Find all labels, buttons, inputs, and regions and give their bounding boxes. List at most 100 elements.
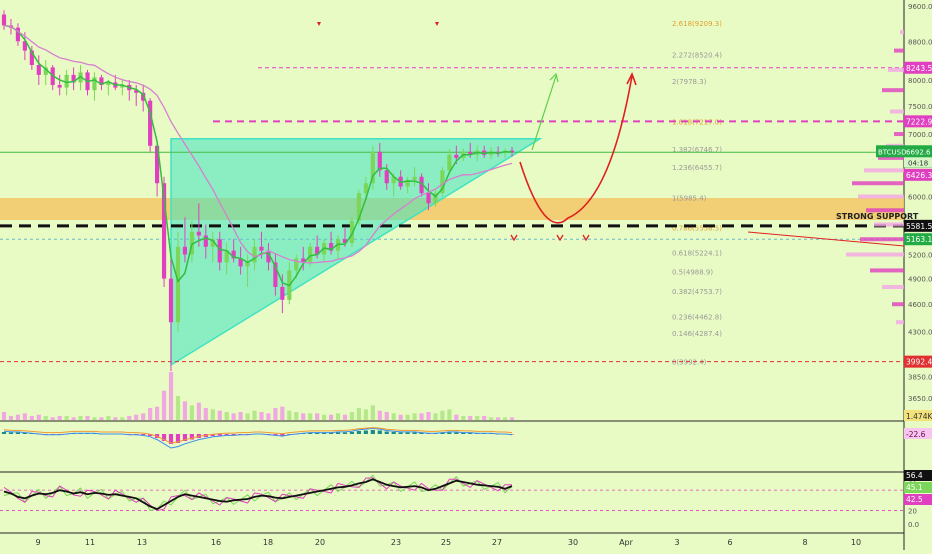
macd-bar-0 — [1, 432, 7, 434]
candle-body-27 — [189, 231, 194, 255]
volume-bar-22 — [155, 406, 160, 420]
candle-body-24 — [168, 278, 174, 323]
volume-bar-37 — [259, 412, 264, 420]
macd-badge-bg-0 — [904, 428, 932, 439]
candle-body-56 — [391, 176, 396, 184]
macd-bar-1 — [8, 432, 14, 434]
profile-bar-4 — [890, 109, 904, 114]
badge-label-6: 3992.4 — [906, 358, 932, 367]
volume-bar-21 — [148, 408, 153, 420]
profile-bar-14 — [846, 252, 904, 257]
time-axis: 9 11 13 16 18 20 23 25 27 30 Apr 3 6 8 10 — [35, 538, 861, 547]
time-label-10: Apr — [619, 538, 634, 547]
profile-bar-3 — [882, 88, 904, 93]
fib-label-10: 0.382(4753.7) — [672, 288, 722, 296]
time-label-11: 3 — [674, 538, 679, 547]
badge-bg-6 — [904, 355, 932, 368]
volume-bar-19 — [134, 414, 139, 420]
volume-bar-13 — [92, 417, 97, 420]
profile-bar-10 — [858, 194, 904, 199]
volume-bar-35 — [245, 413, 250, 420]
rsi-line — [3, 478, 513, 511]
profile-bar-15 — [870, 268, 904, 273]
macd-bar-39 — [273, 434, 278, 435]
macd-bar-57 — [398, 432, 403, 434]
candle-body-10 — [71, 74, 76, 83]
candle-body-50 — [349, 220, 355, 244]
macd-bar-50 — [349, 432, 355, 434]
time-label-14: 10 — [851, 538, 861, 547]
volume-bar-11 — [78, 416, 83, 420]
fib-label-2: 2(7978.3) — [672, 78, 707, 86]
macd-bar-27 — [189, 434, 194, 440]
candle-body-44 — [308, 246, 313, 263]
price-badges: 8243.57222.96671.66426.35581.55163.13992… — [876, 61, 932, 505]
candle-body-51 — [356, 193, 361, 221]
candle-body-4 — [29, 50, 34, 65]
candle-body-45 — [315, 246, 320, 255]
bear-projection-curve — [519, 75, 633, 224]
candle-body-28 — [196, 231, 201, 236]
volume-bar-2 — [15, 414, 21, 420]
time-label-0: 9 — [35, 538, 40, 547]
volume-bar-68 — [475, 416, 480, 420]
volume-bars — [1, 372, 515, 420]
volume-bar-38 — [266, 413, 271, 420]
volume-bar-58 — [405, 414, 410, 420]
profile-bar-8 — [864, 168, 904, 173]
badge-bg-4 — [904, 219, 932, 232]
profile-bar-2 — [888, 67, 904, 72]
volume-bar-25 — [175, 396, 181, 420]
candle-body-21 — [148, 100, 153, 146]
time-label-1: 11 — [85, 538, 95, 547]
volume-bar-27 — [189, 405, 194, 420]
badge-bg-0 — [904, 61, 932, 74]
candle-body-42 — [294, 258, 299, 271]
time-label-12: 6 — [727, 538, 732, 547]
candle-body-13 — [92, 77, 97, 91]
profile-bar-13 — [860, 237, 904, 242]
macd-signal-line — [3, 427, 513, 444]
badge-label-0: 8243.5 — [906, 64, 932, 73]
candle-body-63 — [440, 170, 445, 194]
macd-bar-52 — [363, 430, 368, 434]
candle-body-17 — [120, 85, 125, 88]
bull-arrow-head — [549, 72, 559, 83]
price-tick-2: 8000.0 — [908, 77, 932, 85]
candle-body-8 — [57, 85, 62, 88]
candle-body-20 — [141, 92, 146, 101]
badge-label-5: 5163.1 — [906, 235, 932, 244]
macd-bar-21 — [148, 434, 153, 436]
stoch-d-line — [3, 477, 512, 512]
candle-body-23 — [161, 183, 167, 279]
candle-body-54 — [377, 151, 382, 171]
volume-badge: 1.474K — [906, 412, 932, 421]
candle-body-22 — [155, 145, 160, 184]
macd-bar-31 — [217, 434, 222, 436]
volume-bar-60 — [419, 413, 424, 420]
indicator-lines — [3, 24, 513, 287]
volume-bar-16 — [113, 417, 118, 420]
profile-bar-16 — [882, 284, 904, 289]
badge-label-1: 7222.9 — [906, 117, 932, 126]
volume-bar-4 — [29, 416, 34, 420]
macd-bar-58 — [405, 432, 410, 434]
macd-bar-20 — [141, 434, 146, 435]
price-tick-11: 4300.0 — [908, 329, 932, 337]
candle-body-9 — [64, 74, 69, 88]
macd-bar-33 — [231, 434, 236, 435]
volume-bar-7 — [50, 417, 55, 420]
time-label-2: 13 — [137, 538, 147, 547]
macd-bar-3 — [22, 433, 27, 434]
down-marker-2 — [582, 234, 590, 242]
fib-label-4: 1.382(6746.7) — [672, 146, 722, 154]
price-tick-9: 4900.0 — [908, 276, 932, 284]
candle-body-35 — [245, 262, 250, 267]
badge-bg-1 — [904, 115, 932, 128]
volume-bar-72 — [502, 417, 508, 420]
macd-bar-55 — [384, 431, 389, 434]
last-price-countdown: 04:18 — [908, 159, 928, 167]
candle-body-55 — [384, 170, 389, 184]
